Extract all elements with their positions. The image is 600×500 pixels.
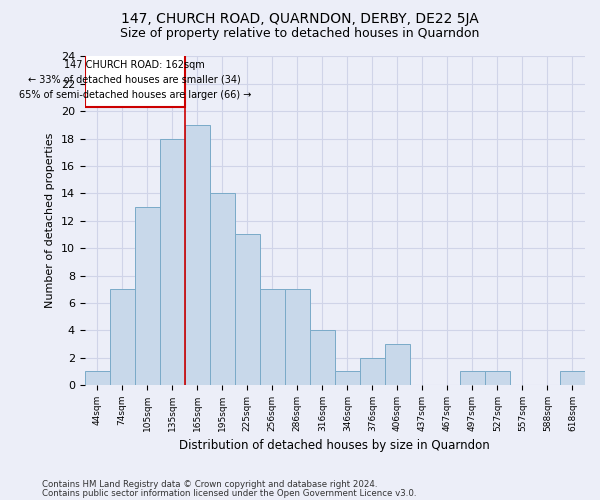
Bar (110, 289, 135, 385)
Bar (485, 372, 510, 385)
Bar (285, 289, 310, 385)
Text: 65% of semi-detached houses are larger (66) →: 65% of semi-detached houses are larger (… (19, 90, 251, 100)
Bar (560, 372, 585, 385)
Bar (360, 358, 385, 385)
Text: 147 CHURCH ROAD: 162sqm: 147 CHURCH ROAD: 162sqm (64, 60, 205, 70)
Bar (85, 372, 110, 385)
Text: Contains HM Land Registry data © Crown copyright and database right 2024.: Contains HM Land Registry data © Crown c… (42, 480, 377, 489)
Text: 147, CHURCH ROAD, QUARNDON, DERBY, DE22 5JA: 147, CHURCH ROAD, QUARNDON, DERBY, DE22 … (121, 12, 479, 26)
Y-axis label: Number of detached properties: Number of detached properties (45, 133, 55, 308)
Bar (185, 125, 210, 385)
Text: ← 33% of detached houses are smaller (34): ← 33% of detached houses are smaller (34… (28, 75, 241, 85)
Bar (335, 372, 360, 385)
Text: Contains public sector information licensed under the Open Government Licence v3: Contains public sector information licen… (42, 489, 416, 498)
Bar (85, 46, 185, 107)
Bar (235, 234, 260, 385)
Bar (135, 207, 160, 385)
Bar (460, 372, 485, 385)
Text: Size of property relative to detached houses in Quarndon: Size of property relative to detached ho… (121, 28, 479, 40)
Bar (260, 289, 285, 385)
Bar (385, 344, 410, 385)
Bar (310, 330, 335, 385)
Bar (210, 194, 235, 385)
X-axis label: Distribution of detached houses by size in Quarndon: Distribution of detached houses by size … (179, 440, 490, 452)
Bar (160, 138, 185, 385)
